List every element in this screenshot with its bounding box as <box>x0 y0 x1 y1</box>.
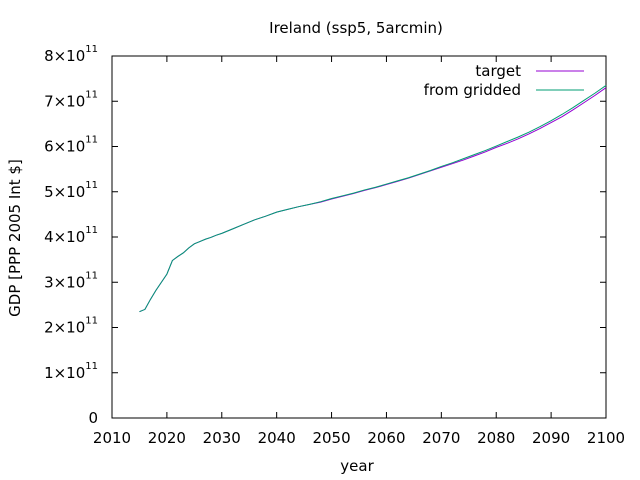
legend-label: from gridded <box>424 81 521 99</box>
x-axis-ticks: 2010 2020 2030 2040 2050 2060 2070 2080 2090 2100 <box>93 56 625 447</box>
y-tick-exponent: 11 <box>85 270 98 281</box>
y-axis-label: GDP [PPP 2005 Int $] <box>6 159 24 317</box>
y-tick-label: 1×1011 <box>44 361 98 382</box>
y-tick-exponent: 11 <box>85 180 98 191</box>
x-tick-label: 2040 <box>258 429 296 447</box>
legend-label: target <box>475 62 521 80</box>
y-tick-mantissa: 8×10 <box>44 47 85 65</box>
y-tick-label: 0 <box>88 409 98 427</box>
plot-frame <box>111 55 607 419</box>
y-tick-exponent: 11 <box>85 225 98 236</box>
x-tick-label: 2070 <box>422 429 460 447</box>
y-tick-mantissa: 7×10 <box>44 92 85 110</box>
y-tick-mantissa: 4×10 <box>44 228 85 246</box>
y-tick-mantissa: 2×10 <box>44 319 85 337</box>
chart-title: Ireland (ssp5, 5arcmin) <box>269 19 443 37</box>
x-tick-label: 2010 <box>93 429 131 447</box>
x-tick-label: 2030 <box>203 429 241 447</box>
y-tick-exponent: 11 <box>85 135 98 146</box>
y-tick-label: 4×1011 <box>44 225 98 246</box>
series-lines <box>139 85 607 313</box>
y-tick-exponent: 11 <box>85 44 98 55</box>
x-axis-label: year <box>340 457 374 475</box>
y-tick-mantissa: 5×10 <box>44 183 85 201</box>
y-tick-label: 5×1011 <box>44 180 98 201</box>
y-tick-mantissa: 0 <box>88 409 98 427</box>
y-tick-mantissa: 3×10 <box>44 273 85 291</box>
x-tick-label: 2020 <box>148 429 186 447</box>
y-tick-mantissa: 6×10 <box>44 138 85 156</box>
x-tick-label: 2100 <box>587 429 625 447</box>
series-line-target <box>139 87 607 313</box>
x-tick-label: 2050 <box>312 429 350 447</box>
x-tick-label: 2060 <box>367 429 405 447</box>
y-tick-label: 3×1011 <box>44 270 98 291</box>
y-tick-label: 2×1011 <box>44 316 98 337</box>
y-axis-ticks: 01×10112×10113×10114×10115×10116×10117×1… <box>44 44 606 427</box>
y-tick-label: 8×1011 <box>44 44 98 65</box>
series-line-from-gridded <box>139 85 607 313</box>
x-tick-label: 2080 <box>477 429 515 447</box>
y-tick-exponent: 11 <box>85 316 98 327</box>
y-tick-label: 7×1011 <box>44 89 98 110</box>
y-tick-mantissa: 1×10 <box>44 364 85 382</box>
x-tick-label: 2090 <box>532 429 570 447</box>
y-tick-exponent: 11 <box>85 361 98 372</box>
y-tick-label: 6×1011 <box>44 135 98 156</box>
y-tick-exponent: 11 <box>85 89 98 100</box>
